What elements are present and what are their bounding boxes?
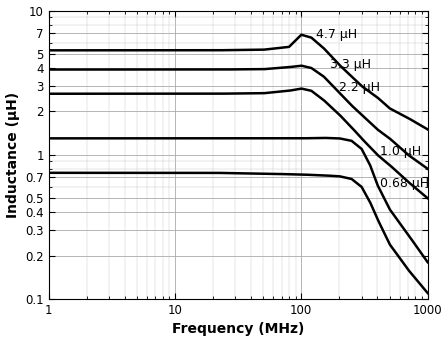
Text: 3.3 μH: 3.3 μH xyxy=(331,58,371,71)
Text: 1.0 μH: 1.0 μH xyxy=(380,145,421,158)
Y-axis label: Inductance (μH): Inductance (μH) xyxy=(5,92,20,218)
Text: 2.2 μH: 2.2 μH xyxy=(339,81,380,94)
X-axis label: Frequency (MHz): Frequency (MHz) xyxy=(172,323,304,337)
Text: 0.68 μH: 0.68 μH xyxy=(380,177,429,190)
Text: 4.7 μH: 4.7 μH xyxy=(316,28,357,41)
